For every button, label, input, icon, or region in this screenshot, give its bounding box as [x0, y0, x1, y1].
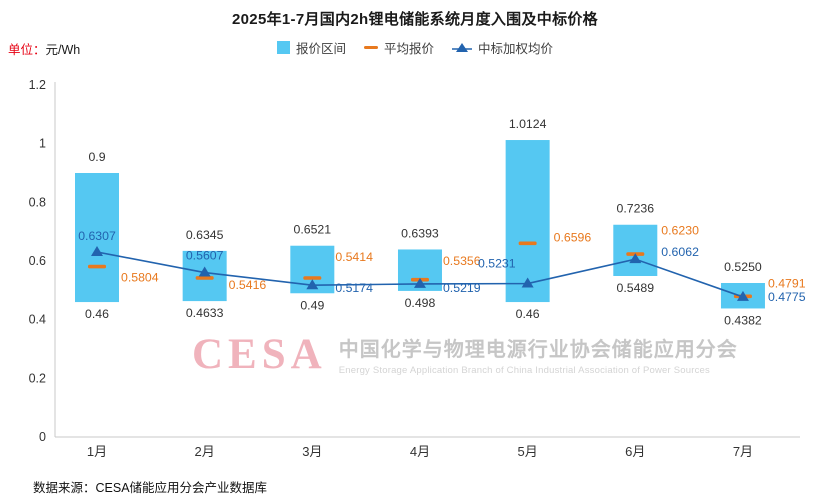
weighted-marker-icon	[198, 266, 211, 277]
x-axis-label: 2月	[195, 444, 215, 459]
chart-title: 2025年1-7月国内2h锂电储能系统月度入围及中标价格	[232, 11, 598, 28]
avg-price-label: 0.5416	[229, 278, 267, 292]
avg-price-label: 0.5356	[443, 254, 481, 268]
bar-high-label: 0.9	[88, 150, 105, 164]
x-axis-label: 5月	[518, 444, 538, 459]
legend-item-weighted-average[interactable]: 中标加权均价	[452, 38, 553, 57]
weighted-marker-icon	[629, 253, 642, 264]
bar-low-label: 0.49	[300, 298, 324, 312]
bar-high-label: 0.5250	[724, 260, 762, 274]
weighted-marker-icon	[91, 245, 103, 256]
y-tick-label: 0.2	[29, 371, 46, 385]
x-axis-label: 3月	[302, 444, 322, 459]
weighted-triangle-swatch-icon	[452, 42, 472, 54]
bar-low-label: 0.5489	[616, 281, 654, 295]
weighted-price-label: 0.5174	[335, 281, 373, 295]
avg-price-label: 0.5804	[121, 271, 159, 285]
avg-dash-marker	[518, 241, 537, 246]
legend-label-quote-range: 报价区间	[295, 42, 346, 56]
avg-dash-marker	[195, 276, 214, 280]
range-bar-swatch-icon	[276, 41, 290, 54]
legend-label-average-quote: 平均报价	[383, 42, 434, 56]
y-tick-label: 1.2	[29, 78, 46, 92]
bar-low-label: 0.498	[405, 296, 436, 310]
weighted-price-label: 0.5231	[478, 257, 516, 271]
y-tick-label: 1	[39, 137, 46, 151]
weighted-price-label: 0.6062	[661, 245, 699, 259]
x-axis-label: 6月	[625, 444, 645, 459]
weighted-marker-icon	[306, 279, 319, 290]
range-bar	[613, 224, 658, 276]
avg-dash-marker	[88, 264, 106, 269]
x-axis-label: 4月	[410, 444, 430, 459]
legend-item-quote-range[interactable]: 报价区间	[276, 38, 346, 57]
source-note: 数据来源：CESA储能应用分会产业数据库	[33, 481, 268, 495]
bar-low-label: 0.4633	[186, 306, 224, 320]
bar-low-label: 0.46	[516, 307, 540, 321]
y-tick-label: 0	[39, 430, 46, 444]
avg-price-label: 0.5414	[335, 250, 373, 264]
weighted-price-label: 0.5219	[443, 281, 481, 295]
bar-high-label: 0.6345	[186, 228, 224, 242]
bar-high-label: 0.6393	[401, 226, 439, 240]
legend-label-weighted-average: 中标加权均价	[478, 42, 554, 56]
weighted-marker-icon	[413, 277, 426, 288]
y-tick-label: 0.4	[29, 313, 46, 327]
weighted-marker-icon	[736, 290, 749, 301]
weighted-price-label: 0.6307	[78, 229, 116, 243]
range-bar	[75, 173, 119, 303]
legend: 报价区间 平均报价 中标加权均价	[0, 38, 830, 57]
weighted-price-label: 0.5607	[186, 249, 224, 263]
range-bar	[505, 140, 550, 303]
avg-price-label: 0.6230	[661, 223, 699, 237]
avg-dash-swatch-icon	[363, 46, 378, 49]
avg-price-label: 0.4791	[768, 276, 806, 290]
legend-item-average-quote[interactable]: 平均报价	[363, 38, 434, 57]
bar-high-label: 0.7236	[616, 202, 654, 216]
bar-low-label: 0.46	[85, 307, 109, 321]
bar-low-label: 0.4382	[724, 313, 762, 327]
avg-dash-marker	[303, 276, 322, 280]
bar-high-label: 1.0124	[509, 117, 547, 131]
weighted-marker-icon	[521, 277, 534, 288]
x-axis-label: 7月	[733, 444, 753, 459]
x-axis-label: 1月	[87, 444, 107, 459]
y-tick-label: 0.8	[29, 195, 46, 209]
unit-value: 元/Wh	[45, 43, 81, 57]
unit-prefix: 单位：	[8, 43, 46, 57]
bar-high-label: 0.6521	[294, 223, 332, 237]
y-tick-label: 0.6	[29, 254, 46, 268]
weighted-price-label: 0.4775	[768, 290, 806, 304]
unit-label: 单位：元/Wh	[8, 39, 80, 58]
avg-price-label: 0.6596	[554, 231, 592, 245]
